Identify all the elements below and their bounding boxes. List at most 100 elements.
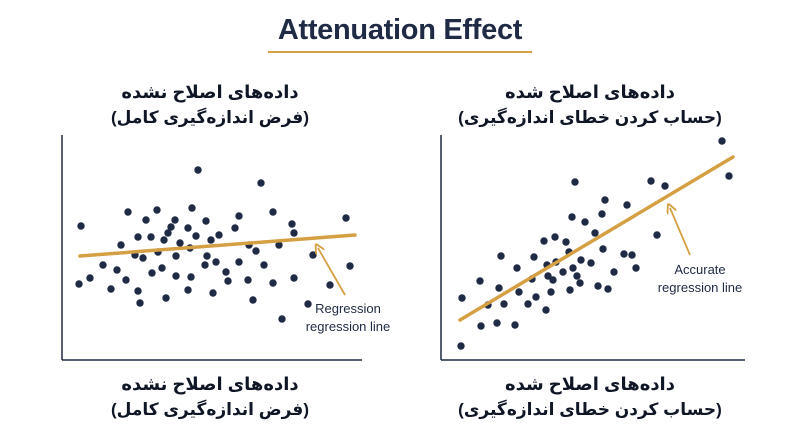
scatter-point bbox=[134, 287, 142, 295]
scatter-point bbox=[725, 172, 733, 180]
scatter-point bbox=[559, 268, 567, 276]
scatter-point bbox=[235, 258, 243, 266]
scatter-point bbox=[192, 232, 200, 240]
scatter-point bbox=[511, 321, 519, 329]
scatter-point bbox=[113, 266, 121, 274]
caption-line2: (حساب کردن خطای اندازه‌گیری) bbox=[458, 108, 722, 127]
scatter-point bbox=[278, 315, 286, 323]
left-annotation-line2: regression line bbox=[306, 319, 391, 334]
scatter-point bbox=[346, 262, 354, 270]
scatter-point bbox=[530, 253, 538, 261]
scatter-point bbox=[476, 277, 484, 285]
caption-line2: (حساب کردن خطای اندازه‌گیری) bbox=[458, 400, 722, 419]
scatter-point bbox=[187, 273, 195, 281]
scatter-point bbox=[577, 256, 585, 264]
scatter-point bbox=[571, 178, 579, 186]
scatter-point bbox=[207, 236, 215, 244]
scatter-point bbox=[326, 281, 334, 289]
caption-uncorrected-bottom: داده‌های اصلاح نشده (فرض اندازه‌گیری کام… bbox=[20, 371, 400, 423]
scatter-point bbox=[184, 224, 192, 232]
scatter-point bbox=[540, 237, 548, 245]
caption-line1: داده‌های اصلاح نشده bbox=[121, 82, 299, 102]
left-axes bbox=[61, 135, 362, 361]
caption-corrected-bottom: داده‌های اصلاح شده (حساب کردن خطای انداز… bbox=[400, 371, 780, 423]
caption-uncorrected-top: داده‌های اصلاح نشده (فرض اندازه‌گیری کام… bbox=[20, 79, 400, 131]
scatter-point bbox=[342, 214, 350, 222]
scatter-point bbox=[288, 220, 296, 228]
scatter-point bbox=[493, 319, 501, 327]
scatter-point bbox=[194, 166, 202, 174]
scatter-point bbox=[604, 285, 612, 293]
scatter-point bbox=[542, 306, 550, 314]
scatter-point bbox=[587, 259, 595, 267]
scatter-point bbox=[172, 272, 180, 280]
scatter-point bbox=[647, 177, 655, 185]
caption-corrected-top: داده‌های اصلاح شده (حساب کردن خطای انداز… bbox=[400, 79, 780, 131]
scatter-point bbox=[107, 285, 115, 293]
right-axes bbox=[440, 135, 745, 361]
scatter-point bbox=[269, 279, 277, 287]
scatter-point bbox=[172, 252, 180, 260]
scatter-point bbox=[309, 251, 317, 259]
scatter-point bbox=[252, 247, 260, 255]
scatter-point bbox=[171, 216, 179, 224]
left-annotation-line1: Regression bbox=[315, 301, 381, 316]
scatter-point bbox=[562, 238, 570, 246]
scatter-point bbox=[167, 223, 175, 231]
scatter-point bbox=[524, 300, 532, 308]
right-annotation-line2: regression line bbox=[658, 280, 743, 295]
left-regression-line bbox=[78, 233, 357, 258]
scatter-point bbox=[573, 272, 581, 280]
scatter-point bbox=[549, 276, 557, 284]
scatter-point bbox=[86, 274, 94, 282]
scatter-point bbox=[139, 254, 147, 262]
scatter-point bbox=[457, 342, 465, 350]
scatter-point bbox=[188, 204, 196, 212]
page-title: Attenuation Effect bbox=[277, 14, 523, 46]
scatter-point bbox=[628, 251, 636, 259]
scatter-point bbox=[566, 286, 574, 294]
scatter-point bbox=[202, 217, 210, 225]
scatter-point bbox=[532, 293, 540, 301]
scatter-point bbox=[201, 261, 209, 269]
scatter-point bbox=[136, 299, 144, 307]
scatter-point bbox=[598, 210, 606, 218]
scatter-point bbox=[513, 264, 521, 272]
scatter-point bbox=[162, 294, 170, 302]
scatter-point bbox=[718, 137, 726, 145]
caption-line1: داده‌های اصلاح شده bbox=[505, 82, 675, 102]
scatter-point bbox=[290, 229, 298, 237]
scatter-point bbox=[160, 236, 168, 244]
scatter-point bbox=[500, 300, 508, 308]
left-annotation-arrow bbox=[318, 248, 346, 296]
caption-line1: داده‌های اصلاح شده bbox=[505, 374, 675, 394]
scatter-point bbox=[117, 241, 125, 249]
scatter-point bbox=[209, 289, 217, 297]
title-underline bbox=[268, 51, 532, 53]
scatter-point bbox=[158, 264, 166, 272]
scatter-point bbox=[142, 216, 150, 224]
scatter-point bbox=[576, 279, 584, 287]
scatter-point bbox=[203, 252, 211, 260]
right-annotation-arrow bbox=[670, 208, 691, 256]
scatter-point bbox=[620, 250, 628, 258]
scatter-point bbox=[594, 282, 602, 290]
scatter-point bbox=[290, 274, 298, 282]
scatter-point bbox=[99, 261, 107, 269]
scatter-point bbox=[222, 268, 230, 276]
scatter-point bbox=[164, 229, 172, 237]
scatter-point bbox=[153, 206, 161, 214]
caption-line1: داده‌های اصلاح نشده bbox=[121, 374, 299, 394]
scatter-point bbox=[249, 296, 257, 304]
scatter-point bbox=[184, 286, 192, 294]
scatter-point bbox=[653, 231, 661, 239]
scatter-point bbox=[551, 233, 559, 241]
scatter-point bbox=[77, 222, 85, 230]
scatter-point bbox=[497, 252, 505, 260]
scatter-point bbox=[568, 213, 576, 221]
right-annotation-line1: Accurate bbox=[674, 262, 725, 277]
scatter-point bbox=[581, 218, 589, 226]
scatter-point bbox=[147, 233, 155, 241]
scatter-point bbox=[224, 277, 232, 285]
